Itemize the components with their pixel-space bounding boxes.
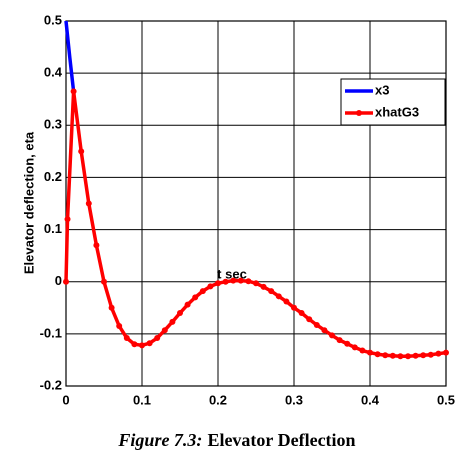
data-point	[443, 349, 449, 356]
data-point	[291, 304, 297, 311]
series-line	[64, 20, 76, 92]
data-point	[64, 216, 71, 223]
legend: x3 xhatG3	[340, 78, 446, 126]
data-point	[63, 278, 69, 285]
y-tick-label: -0.1	[40, 325, 62, 340]
data-point	[306, 316, 313, 323]
data-point	[70, 88, 77, 95]
data-point	[344, 340, 351, 347]
data-point	[253, 280, 259, 287]
data-point	[321, 327, 328, 334]
legend-label: xhatG3	[375, 104, 419, 119]
data-point	[260, 283, 267, 290]
legend-label: x3	[375, 82, 389, 97]
y-tick-label: 0.5	[44, 12, 62, 27]
y-tick-label: 0.1	[44, 221, 62, 236]
data-point	[359, 347, 366, 354]
y-tick-label: -0.2	[40, 377, 62, 392]
data-point	[78, 148, 85, 155]
data-point	[382, 352, 389, 359]
data-point	[184, 301, 191, 308]
x-axis-label: t sec	[217, 266, 247, 281]
y-axis-label: Elevator deflection, eta	[21, 131, 36, 274]
x-tick-label: 0.1	[133, 392, 151, 407]
data-point	[199, 288, 206, 295]
data-point	[283, 298, 290, 305]
y-tick-label: 0.3	[44, 117, 62, 132]
data-point	[427, 351, 434, 358]
legend-marker	[356, 110, 362, 116]
data-point	[123, 335, 130, 342]
data-point	[169, 318, 176, 325]
data-point	[131, 341, 138, 348]
data-point	[329, 332, 335, 339]
data-point	[161, 327, 168, 334]
x-tick-label: 0.2	[209, 392, 227, 407]
caption-text: Elevator Deflection	[207, 430, 355, 450]
data-point	[215, 280, 221, 287]
x-tick-label: 0.5	[437, 392, 455, 407]
legend-box	[340, 78, 446, 126]
data-point	[139, 342, 145, 349]
data-point	[93, 242, 100, 249]
y-tick-label: 0.4	[44, 65, 63, 80]
data-point	[336, 337, 343, 344]
x-tick-label: 0.4	[361, 392, 380, 407]
data-point	[268, 288, 275, 295]
data-point	[237, 277, 244, 284]
caption: Figure 7.3: Elevator Deflection	[117, 430, 355, 450]
data-point	[85, 200, 92, 207]
y-tick-label: 0	[55, 273, 62, 288]
data-point	[374, 351, 381, 358]
x-tick-label: 0	[62, 392, 69, 407]
data-point	[275, 293, 282, 300]
data-point	[116, 323, 123, 330]
data-point	[298, 310, 305, 316]
data-point	[367, 349, 373, 356]
series-line	[64, 89, 447, 359]
caption-label: Figure 7.3:	[117, 430, 202, 450]
data-point	[192, 294, 199, 301]
plot-frame	[65, 20, 447, 387]
data-point	[412, 352, 419, 359]
data-point	[154, 335, 161, 342]
data-point	[207, 283, 214, 290]
data-point	[389, 352, 396, 359]
data-point	[313, 321, 320, 328]
data-point	[405, 353, 411, 360]
x-tick-label: 0.3	[285, 392, 303, 407]
data-point	[397, 353, 404, 360]
data-point	[101, 278, 107, 285]
data-point	[351, 344, 358, 351]
data-point	[435, 350, 442, 357]
data-point	[420, 352, 427, 359]
data-point	[230, 277, 237, 284]
data-point	[108, 304, 115, 311]
data-point	[245, 278, 252, 285]
data-point	[177, 310, 183, 316]
data-point	[146, 340, 153, 347]
data-point	[222, 278, 229, 285]
y-tick-label: 0.2	[44, 169, 62, 184]
